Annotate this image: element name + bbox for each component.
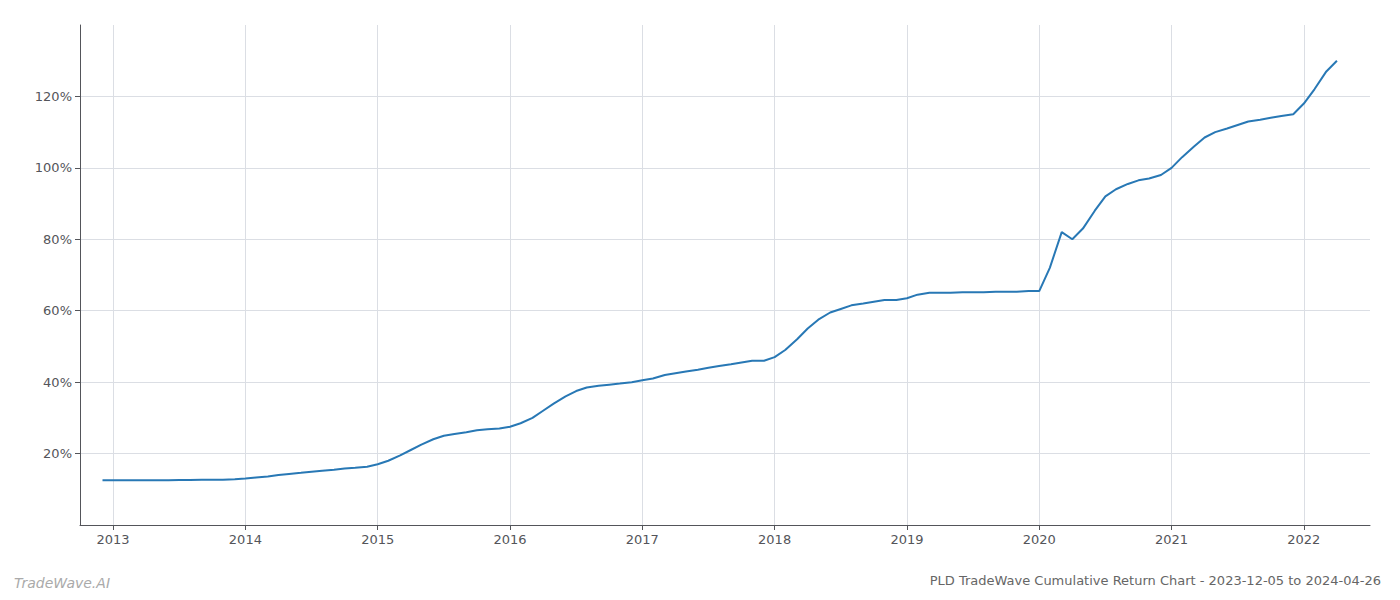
svg-text:2016: 2016 <box>493 532 526 547</box>
svg-text:2018: 2018 <box>758 532 791 547</box>
svg-text:2021: 2021 <box>1155 532 1188 547</box>
svg-text:120%: 120% <box>35 89 72 104</box>
svg-text:2013: 2013 <box>97 532 130 547</box>
svg-text:2017: 2017 <box>626 532 659 547</box>
svg-text:2019: 2019 <box>890 532 923 547</box>
svg-text:2022: 2022 <box>1287 532 1320 547</box>
svg-text:PLD TradeWave Cumulative Retur: PLD TradeWave Cumulative Return Chart - … <box>930 573 1381 588</box>
svg-text:80%: 80% <box>43 232 72 247</box>
svg-text:100%: 100% <box>35 160 72 175</box>
svg-text:2020: 2020 <box>1023 532 1056 547</box>
svg-text:60%: 60% <box>43 303 72 318</box>
svg-text:2014: 2014 <box>229 532 262 547</box>
svg-text:2015: 2015 <box>361 532 394 547</box>
svg-text:20%: 20% <box>43 446 72 461</box>
svg-text:40%: 40% <box>43 375 72 390</box>
svg-text:TradeWave.AI: TradeWave.AI <box>14 575 110 591</box>
